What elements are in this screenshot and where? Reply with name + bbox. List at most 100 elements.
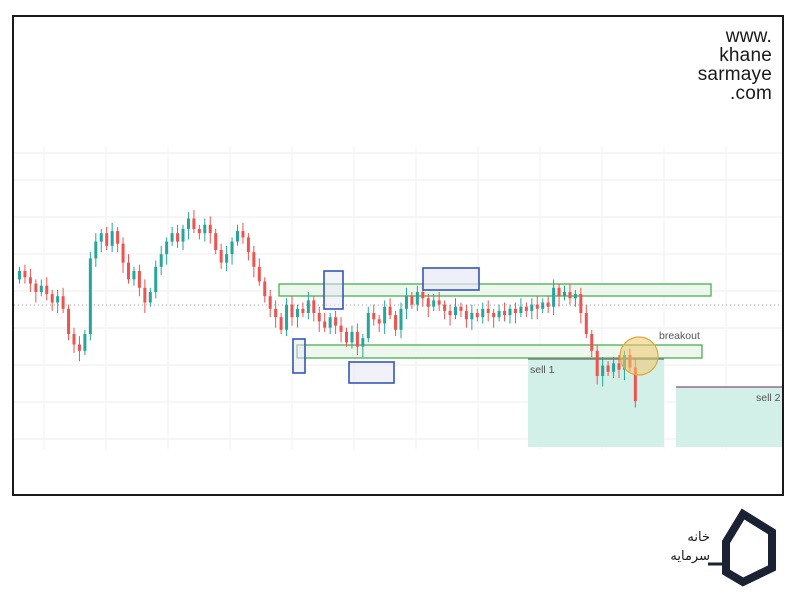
candle-body (459, 306, 463, 311)
candle-body (448, 310, 452, 316)
candle-body (137, 271, 141, 288)
candle-body (208, 224, 212, 234)
candle-body (50, 294, 54, 303)
candle-body (503, 310, 507, 316)
candle-body (225, 254, 229, 263)
candle-body (617, 363, 621, 370)
candle-body (601, 365, 605, 376)
candle-body (454, 306, 457, 316)
candle-body (350, 331, 354, 343)
sell-2-label: sell 2 (756, 392, 781, 404)
candle-body (334, 317, 338, 326)
candle-body (388, 306, 392, 316)
candle-body (45, 285, 49, 295)
website-watermark: www. khane sarmaye .com (698, 27, 772, 103)
website-line: .com (730, 83, 772, 104)
candle-body (274, 308, 278, 318)
candle-body (557, 287, 561, 297)
candle-body (99, 233, 103, 242)
candle-body (61, 296, 65, 309)
candle-body (383, 306, 387, 324)
candle-body (94, 241, 98, 259)
candle-body (328, 317, 332, 328)
candle-body (612, 363, 616, 372)
candles-layer (18, 210, 637, 408)
candle-body (18, 271, 21, 280)
candle-body (28, 277, 32, 284)
highlight-box (348, 361, 395, 384)
candle-body (394, 315, 398, 330)
candle-body (475, 313, 479, 318)
candle-body (279, 317, 283, 330)
highlight-box (422, 267, 480, 291)
candle-body (546, 302, 550, 307)
candle-body (633, 367, 637, 402)
candle-body (530, 304, 534, 311)
candle-body (34, 283, 38, 292)
website-line: sarmaye (697, 64, 772, 85)
candle-body (159, 254, 163, 267)
candle-body (323, 321, 327, 328)
candle-body (295, 308, 299, 318)
candle-body (197, 229, 201, 234)
candle-body (443, 304, 447, 311)
candle-body (584, 313, 588, 334)
candle-body (399, 308, 403, 330)
candle-body (552, 287, 556, 307)
candle-body (573, 294, 577, 299)
candle-body (312, 300, 316, 313)
candle-body (257, 266, 261, 282)
candle-body (306, 300, 310, 313)
candle-body (67, 308, 71, 334)
candle-body (181, 229, 185, 242)
candle-body (236, 231, 239, 242)
candle-body (568, 292, 572, 299)
candle-body (39, 285, 43, 292)
candle-body (606, 365, 610, 372)
candle-body (214, 233, 218, 250)
candle-body (23, 271, 27, 278)
candle-body (72, 334, 76, 345)
candle-body (154, 266, 158, 292)
candle-body (317, 313, 321, 322)
breakout-label: breakout (659, 330, 700, 342)
candle-body (437, 300, 441, 305)
candle-body (219, 250, 223, 263)
brand-logo: خانه سرمایه (648, 508, 788, 588)
candle-body (241, 231, 245, 238)
chart-frame: breakout sell 1 sell 2 www. khane sarmaye … (12, 15, 784, 496)
candle-body (290, 304, 294, 318)
logo-text: خانه سرمایه (648, 528, 710, 566)
candle-body (56, 296, 60, 303)
candle-body (541, 302, 545, 309)
candle-body (116, 231, 120, 244)
candle-body (88, 258, 92, 334)
candle-body (165, 241, 169, 255)
candle-body (426, 298, 430, 307)
candle-body (301, 308, 305, 313)
candle-body (519, 306, 523, 313)
candle-body (176, 233, 180, 242)
candle-body (366, 313, 370, 339)
candle-body (203, 224, 207, 234)
candle-body (524, 306, 528, 311)
candle-body (121, 243, 125, 263)
candle-body (415, 292, 419, 305)
candle-body (421, 292, 425, 299)
candle-body (410, 296, 414, 305)
resistance-zone (278, 283, 712, 297)
candle-body (377, 319, 381, 324)
candle-body (355, 331, 359, 347)
candle-body (83, 334, 87, 351)
candle-body (263, 281, 267, 297)
highlight-box (323, 270, 344, 310)
grid-lines (14, 147, 782, 449)
logo-text-line: خانه (687, 530, 710, 545)
candle-body (285, 304, 289, 330)
candle-body (252, 252, 256, 267)
candle-body (535, 304, 539, 309)
candle-body (339, 325, 343, 332)
candle-body (132, 271, 136, 280)
candle-body (595, 350, 599, 376)
candle-body (110, 231, 114, 246)
